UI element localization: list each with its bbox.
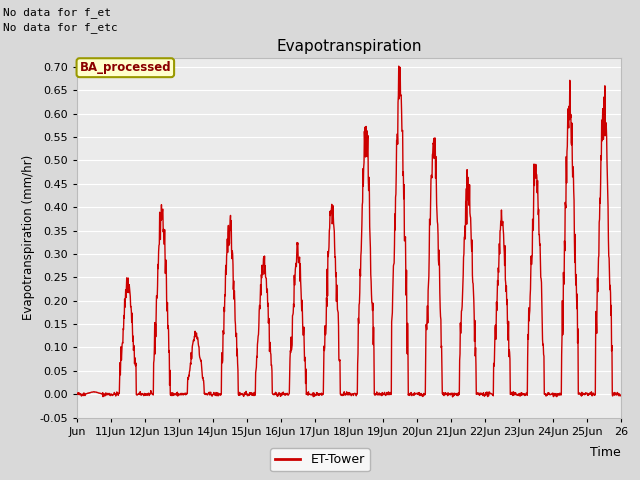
Legend: ET-Tower: ET-Tower bbox=[270, 448, 370, 471]
Text: No data for f_etc: No data for f_etc bbox=[3, 22, 118, 33]
Text: No data for f_et: No data for f_et bbox=[3, 7, 111, 18]
Text: Time: Time bbox=[590, 446, 621, 459]
Title: Evapotranspiration: Evapotranspiration bbox=[276, 39, 422, 54]
Y-axis label: Evapotranspiration (mm/hr): Evapotranspiration (mm/hr) bbox=[22, 155, 35, 320]
Text: BA_processed: BA_processed bbox=[79, 61, 171, 74]
